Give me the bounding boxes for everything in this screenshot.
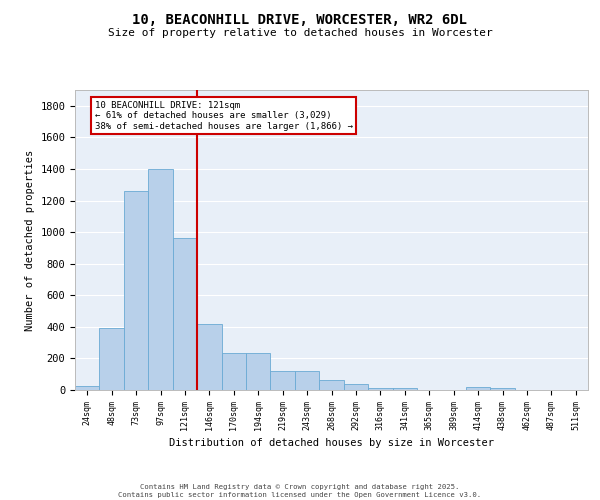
Bar <box>271 371 295 390</box>
Bar <box>100 328 124 390</box>
Bar <box>221 353 246 390</box>
Bar <box>368 388 392 390</box>
X-axis label: Distribution of detached houses by size in Worcester: Distribution of detached houses by size … <box>169 438 494 448</box>
Text: 10 BEACONHILL DRIVE: 121sqm
← 61% of detached houses are smaller (3,029)
38% of : 10 BEACONHILL DRIVE: 121sqm ← 61% of det… <box>95 101 353 131</box>
Bar <box>173 238 197 390</box>
Bar <box>148 169 173 390</box>
Text: 10, BEACONHILL DRIVE, WORCESTER, WR2 6DL: 10, BEACONHILL DRIVE, WORCESTER, WR2 6DL <box>133 12 467 26</box>
Bar <box>124 191 148 390</box>
Bar <box>344 384 368 390</box>
Bar <box>319 380 344 390</box>
Bar <box>392 388 417 390</box>
Bar <box>466 387 490 390</box>
Bar <box>197 324 221 390</box>
Bar <box>246 353 271 390</box>
Bar <box>490 388 515 390</box>
Bar <box>75 386 100 390</box>
Text: Contains HM Land Registry data © Crown copyright and database right 2025.
Contai: Contains HM Land Registry data © Crown c… <box>118 484 482 498</box>
Y-axis label: Number of detached properties: Number of detached properties <box>25 150 35 330</box>
Bar <box>295 371 319 390</box>
Text: Size of property relative to detached houses in Worcester: Size of property relative to detached ho… <box>107 28 493 38</box>
